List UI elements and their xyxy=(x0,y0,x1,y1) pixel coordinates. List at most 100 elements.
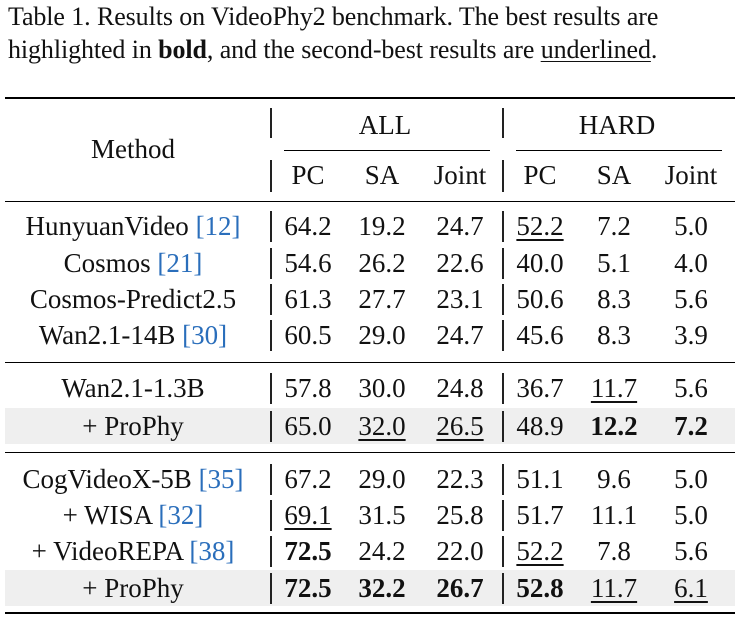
table-cell: 7.2 xyxy=(597,211,631,241)
table-cell: 61.3 xyxy=(284,284,332,314)
table-cell: 12.2 xyxy=(590,411,638,441)
table-cell: 3.9 xyxy=(674,320,708,350)
citation-link[interactable]: [30] xyxy=(182,320,228,350)
table-cell: 19.2 xyxy=(358,211,406,241)
table-cell: 26.7 xyxy=(436,573,484,603)
row-vbar-group xyxy=(502,248,504,279)
row-vbar-method xyxy=(270,411,272,442)
table-cell: 5.1 xyxy=(597,248,631,278)
table-cell: 29.0 xyxy=(358,464,406,494)
table-cell: 52.2 xyxy=(516,211,564,241)
row-vbar-method xyxy=(270,320,272,351)
header-vbar-method-2 xyxy=(270,160,272,192)
row-vbar-group xyxy=(502,411,504,442)
table-cell: 5.0 xyxy=(674,211,708,241)
method-name: Wan2.1-14B xyxy=(38,320,176,350)
row-method: Cosmos [21] xyxy=(64,245,203,281)
table-cell: 22.0 xyxy=(436,536,484,566)
header-col-hard-joint: Joint xyxy=(664,160,718,190)
table-cell: 69.1 xyxy=(284,500,332,530)
bottom-rule xyxy=(5,612,735,614)
row-vbar-group xyxy=(502,211,504,242)
row-vbar-group xyxy=(502,500,504,531)
header-col-all-pc: PC xyxy=(291,160,325,190)
table-cell: 24.8 xyxy=(436,373,484,403)
table-cell: 23.1 xyxy=(436,284,484,314)
row-method: + VideoREPA [38] xyxy=(32,533,235,569)
table-cell: 45.6 xyxy=(516,320,564,350)
table-cell: 67.2 xyxy=(284,464,332,494)
header-group-all: ALL xyxy=(358,110,412,140)
header-group-hard: HARD xyxy=(578,110,656,140)
table-cell: 5.6 xyxy=(674,536,708,566)
row-vbar-method xyxy=(270,373,272,404)
row-method: + ProPhy xyxy=(82,570,184,606)
table-cell: 11.7 xyxy=(590,373,638,403)
row-method: CogVideoX-5B [35] xyxy=(22,461,243,497)
table-cell: 5.0 xyxy=(674,464,708,494)
header-vbar-method xyxy=(270,108,272,138)
table-cell: 36.7 xyxy=(516,373,564,403)
hard-subrule xyxy=(516,150,722,151)
row-vbar-group xyxy=(502,536,504,567)
table-cell: 26.2 xyxy=(358,248,406,278)
table-cell: 4.0 xyxy=(674,248,708,278)
table-cell: 24.7 xyxy=(436,211,484,241)
row-method: HunyuanVideo [12] xyxy=(25,208,240,244)
row-vbar-method xyxy=(270,211,272,242)
row-highlight xyxy=(5,408,735,444)
header-col-hard-pc: PC xyxy=(523,160,557,190)
method-name: CogVideoX-5B xyxy=(22,464,192,494)
citation-link[interactable]: [32] xyxy=(158,500,204,530)
method-name: + WISA xyxy=(62,500,152,530)
table-cell: 32.0 xyxy=(358,411,406,441)
table-cell: 24.7 xyxy=(436,320,484,350)
table-cell: 60.5 xyxy=(284,320,332,350)
table-cell: 24.2 xyxy=(358,536,406,566)
table-cell: 51.1 xyxy=(516,464,564,494)
row-vbar-method xyxy=(270,536,272,567)
row-vbar-method xyxy=(270,573,272,604)
table-cell: 72.5 xyxy=(284,573,332,603)
method-name: + ProPhy xyxy=(82,411,184,441)
top-rule xyxy=(5,97,735,99)
citation-link[interactable]: [35] xyxy=(198,464,244,494)
row-method: Wan2.1-1.3B xyxy=(61,370,204,406)
table-cell: 5.0 xyxy=(674,500,708,530)
header-col-hard-sa: SA xyxy=(596,160,632,190)
table-cell: 54.6 xyxy=(284,248,332,278)
header-method: Method xyxy=(91,134,175,164)
row-vbar-method xyxy=(270,284,272,315)
table-caption: Table 1. Results on VideoPhy2 benchmark.… xyxy=(8,0,736,66)
method-name: Wan2.1-1.3B xyxy=(61,373,205,403)
table-cell: 8.3 xyxy=(597,320,631,350)
caption-prefix: Table 1. Results on VideoPhy2 benchmark.… xyxy=(8,2,659,64)
row-method: Wan2.1-14B [30] xyxy=(39,317,227,353)
row-vbar-group xyxy=(502,284,504,315)
row-vbar-group xyxy=(502,573,504,604)
group-rule-2 xyxy=(5,452,735,453)
method-name: Cosmos-Predict2.5 xyxy=(29,284,237,314)
table-cell: 48.9 xyxy=(516,411,564,441)
table-cell: 64.2 xyxy=(284,211,332,241)
table-cell: 27.7 xyxy=(358,284,406,314)
table-cell: 52.8 xyxy=(516,573,564,603)
citation-link[interactable]: [38] xyxy=(189,536,235,566)
table-cell: 9.6 xyxy=(597,464,631,494)
table-cell: 26.5 xyxy=(436,411,484,441)
table-cell: 22.6 xyxy=(436,248,484,278)
row-vbar-group xyxy=(502,320,504,351)
row-vbar-method xyxy=(270,464,272,495)
header-col-all-joint: Joint xyxy=(433,160,487,190)
table-cell: 40.0 xyxy=(516,248,564,278)
citation-link[interactable]: [21] xyxy=(157,248,203,278)
citation-link[interactable]: [12] xyxy=(195,211,241,241)
table-cell: 6.1 xyxy=(674,573,708,603)
table-cell: 7.2 xyxy=(674,411,708,441)
method-name: + ProPhy xyxy=(82,573,184,603)
header-vbar-group xyxy=(502,108,504,138)
table-cell: 32.2 xyxy=(358,573,406,603)
table-cell: 50.6 xyxy=(516,284,564,314)
table-cell: 5.6 xyxy=(674,284,708,314)
header-col-all-sa: SA xyxy=(364,160,400,190)
